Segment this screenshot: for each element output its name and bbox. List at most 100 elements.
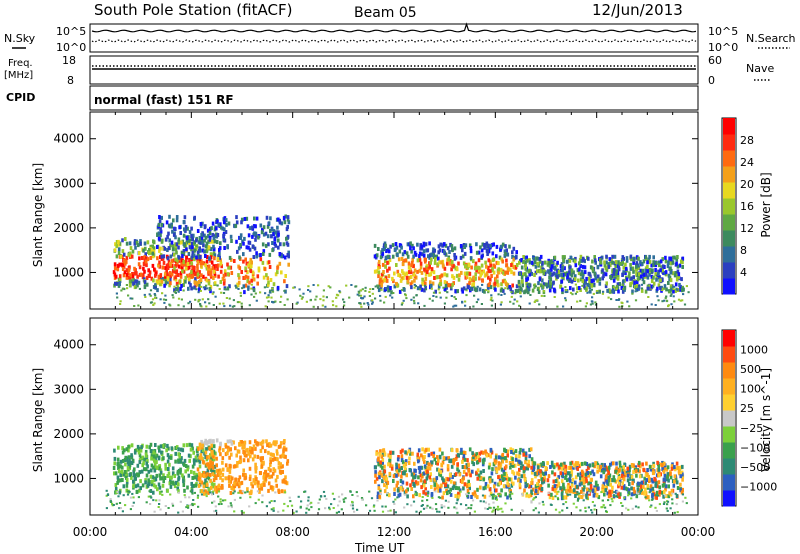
echo-cell (203, 233, 206, 238)
echo-cell (268, 291, 271, 294)
echo-cell (459, 450, 463, 455)
echo-cell (583, 284, 586, 289)
echo-cell (394, 511, 397, 514)
echo-cell (219, 475, 222, 480)
echo-cell (534, 264, 538, 269)
echo-cell (579, 476, 582, 481)
echo-cell (601, 292, 604, 295)
echo-cell (409, 282, 413, 287)
echo-cell (217, 490, 220, 493)
echo-cell (215, 485, 219, 490)
echo-cell (149, 449, 153, 453)
echo-cell (181, 473, 184, 478)
echo-cell (621, 302, 624, 305)
echo-cell (244, 257, 247, 262)
echo-cell (556, 305, 559, 308)
echo-cell (284, 214, 287, 219)
echo-cell (436, 275, 439, 280)
echo-cell (204, 473, 208, 478)
echo-cell (657, 464, 660, 468)
echo-cell (497, 261, 500, 266)
echo-cell (193, 240, 196, 245)
echo-cell (218, 255, 221, 260)
echo-cell (183, 215, 187, 220)
echo-cell (561, 265, 564, 270)
echo-cell (243, 236, 246, 241)
y-tick-label: 1000 (53, 471, 84, 485)
echo-cell (381, 248, 384, 253)
echo-cell (254, 469, 258, 474)
echo-cell (403, 287, 406, 292)
echo-cell (591, 296, 594, 299)
echo-cell (422, 507, 426, 510)
echo-cell (601, 488, 605, 493)
echo-cell (166, 279, 169, 284)
echo-cell (135, 286, 138, 289)
echo-cell (444, 483, 447, 487)
echo-cell (665, 507, 668, 510)
echo-cell (320, 495, 323, 498)
echo-cell (447, 506, 450, 509)
echo-cell (173, 285, 176, 288)
echo-cell (623, 496, 626, 499)
echo-cell (587, 256, 590, 261)
echo-cell (188, 238, 191, 243)
echo-cell (678, 287, 681, 292)
echo-cell (626, 466, 629, 471)
echo-cell (463, 457, 467, 462)
echo-cell (145, 473, 149, 478)
echo-cell (219, 225, 223, 230)
echo-cell (393, 248, 397, 252)
echo-cell (332, 304, 335, 307)
echo-cell (284, 447, 288, 452)
echo-cell (617, 481, 621, 486)
echo-cell (638, 272, 641, 277)
echo-cell (487, 283, 490, 287)
colorbar-tick-label: 4 (740, 266, 747, 279)
echo-cell (451, 475, 454, 479)
echo-cell (500, 282, 503, 287)
echo-cell (159, 444, 163, 449)
echo-cell (381, 510, 385, 513)
echo-cell (125, 284, 128, 286)
echo-cell (116, 457, 120, 462)
echo-cell (662, 503, 666, 505)
echo-cell (569, 473, 572, 478)
colorbar-tick-label: 8 (740, 244, 747, 257)
echo-cell (116, 281, 119, 286)
echo-cell (261, 445, 264, 450)
echo-cell (229, 304, 232, 307)
echo-cell (658, 485, 661, 490)
echo-cell (171, 229, 174, 234)
echo-cell (496, 274, 499, 279)
echo-cell (670, 488, 674, 493)
echo-cell (289, 500, 292, 503)
echo-cell (305, 507, 308, 510)
echo-cell (153, 454, 156, 459)
echo-cell (669, 472, 672, 476)
echo-cell (584, 472, 588, 477)
echo-cell (473, 490, 477, 495)
echo-cell (197, 287, 201, 292)
echo-cell (677, 272, 681, 277)
echo-cell (465, 504, 468, 507)
echo-cell (433, 248, 436, 253)
echo-cell (208, 256, 211, 261)
echo-cell (149, 301, 153, 304)
echo-cell (540, 462, 543, 467)
echo-cell (247, 263, 250, 268)
echo-cell (612, 461, 615, 466)
echo-cell (617, 491, 620, 496)
echo-cell (151, 254, 155, 259)
echo-cell (459, 244, 463, 248)
echo-cell (542, 282, 546, 287)
echo-cell (194, 455, 198, 460)
echo-cell (517, 472, 521, 477)
echo-cell (644, 268, 647, 273)
echo-cell (681, 265, 684, 269)
echo-cell (412, 471, 415, 476)
echo-cell (560, 487, 564, 492)
echo-cell (665, 287, 668, 292)
echo-cell (105, 494, 108, 497)
echo-cell (280, 254, 283, 259)
